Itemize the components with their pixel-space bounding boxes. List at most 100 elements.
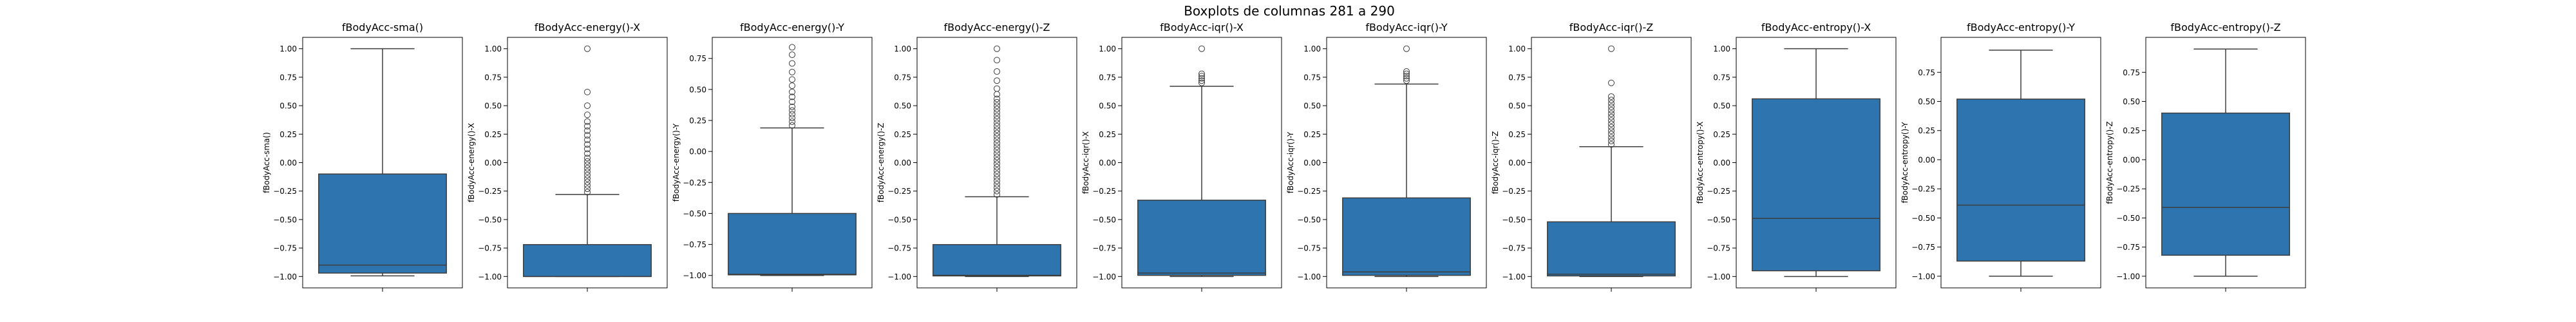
outlier-point [1198, 75, 1205, 82]
y-tick-label: 1.00 [1713, 44, 1730, 53]
outlier-point [584, 178, 591, 185]
subplot-title: fBodyAcc-iqr()-Z [1569, 21, 1653, 33]
subplot-2: −1.00 −0.75 −0.50 −0.25 0.00 0.25 0.50 0.75 1.00… [467, 21, 668, 292]
y-tick-label: 1.00 [1508, 44, 1526, 53]
y-tick-label: −1.00 [1297, 272, 1321, 281]
outlier-point [789, 76, 795, 83]
y-tick-label: 0.25 [1508, 130, 1526, 139]
outlier-point [994, 116, 1000, 123]
subplot-7: −1.00 −0.75 −0.50 −0.25 0.00 0.25 0.50 0.75 1.00… [1491, 21, 1692, 292]
y-tick-label: −1.00 [683, 271, 706, 280]
y-tick-label: −0.75 [683, 240, 706, 249]
y-tick-label: −0.75 [1707, 244, 1730, 253]
axes-frame [712, 37, 873, 289]
y-tick-label: −0.75 [1911, 243, 1935, 252]
y-tick-label: −0.25 [683, 178, 706, 187]
outlier-point [1608, 107, 1615, 114]
subplot-title: fBodyAcc-entropy()-Z [2170, 21, 2280, 33]
y-tick-label: −0.50 [887, 215, 911, 224]
y-tick-label: 0.25 [1918, 126, 1935, 135]
y-tick-label: 0.50 [1918, 97, 1935, 106]
y-tick-label: −0.25 [1092, 187, 1116, 196]
y-tick-label: −1.00 [273, 272, 297, 281]
outlier-point [789, 93, 795, 100]
y-tick-label: 0.50 [1713, 102, 1730, 111]
axes-frame [302, 37, 463, 289]
outlier-point [994, 85, 1000, 92]
y-tick-label: 0.50 [1508, 102, 1526, 111]
outlier-point [994, 95, 1000, 102]
y-axis-label: fBodyAcc-entropy()-Z [2105, 121, 2114, 204]
outlier-point [994, 147, 1000, 154]
outlier-point [1403, 73, 1410, 80]
y-tick-label: −0.75 [1297, 244, 1321, 253]
outlier-point [584, 168, 591, 175]
outlier-point [789, 51, 795, 58]
outlier-point [789, 115, 795, 122]
y-tick-label: −0.50 [1911, 214, 1935, 223]
subplot-title: fBodyAcc-iqr()-Y [1365, 21, 1448, 33]
y-tick-label: −0.50 [273, 215, 297, 224]
subplot-4: −1.00 −0.75 −0.50 −0.25 0.00 0.25 0.50 0.75 1.00… [876, 21, 1077, 292]
y-tick-label: 0.25 [1303, 130, 1321, 139]
y-axis-label: fBodyAcc-entropy()-Y [1900, 122, 1909, 204]
outlier-point [1608, 131, 1615, 138]
y-tick-label: −0.75 [2116, 243, 2140, 252]
outlier-point [994, 68, 1000, 75]
outlier-point [1608, 79, 1615, 86]
outlier-point [584, 150, 591, 157]
axes-frame [1531, 37, 1692, 289]
y-tick-label: 0.00 [1508, 158, 1526, 167]
y-tick-label: 1.00 [1099, 44, 1116, 53]
y-tick-label: 0.75 [689, 54, 706, 63]
y-tick-label: 0.25 [689, 117, 706, 126]
outlier-point [584, 185, 591, 193]
y-tick-label: 0.75 [1303, 73, 1321, 82]
outlier-point [789, 44, 795, 51]
y-tick-label: 1.00 [1303, 44, 1321, 53]
outlier-point [1198, 79, 1205, 86]
outlier-point [1403, 68, 1410, 75]
subplot-title: fBodyAcc-entropy()-X [1761, 21, 1871, 33]
iqr-box [318, 173, 447, 274]
y-tick-label: 0.00 [1918, 155, 1935, 164]
y-tick-label: 1.00 [894, 44, 911, 53]
outlier-point [994, 113, 1000, 120]
iqr-box [2161, 112, 2290, 256]
y-tick-label: 0.25 [2123, 126, 2140, 135]
y-tick-label: −0.50 [2116, 214, 2140, 223]
iqr-box [1752, 98, 1880, 272]
outlier-point [994, 187, 1000, 194]
outlier-point [1608, 100, 1615, 107]
outlier-point [584, 171, 591, 178]
y-tick-label: 0.50 [894, 102, 911, 111]
outlier-point [584, 189, 591, 196]
y-tick-label: 0.00 [2123, 155, 2140, 164]
y-tick-label: 0.00 [689, 147, 706, 156]
y-tick-label: 0.50 [279, 102, 297, 111]
y-tick-label: −0.75 [887, 244, 911, 253]
outlier-point [1608, 117, 1615, 124]
outlier-point [994, 191, 1000, 198]
outlier-point [1608, 124, 1615, 131]
y-tick-label: 0.25 [1713, 130, 1730, 139]
outlier-point [1198, 73, 1205, 80]
outlier-point [789, 122, 795, 129]
outlier-point [584, 175, 591, 182]
y-tick-label: 0.75 [1508, 73, 1526, 82]
y-tick-label: −1.00 [887, 272, 911, 281]
outlier-point [994, 122, 1000, 129]
y-tick-label: 0.75 [1099, 73, 1116, 82]
iqr-box [523, 244, 652, 278]
y-tick-label: −0.25 [478, 187, 502, 196]
outlier-point [789, 88, 795, 95]
outlier-point [789, 118, 795, 125]
outlier-point [994, 181, 1000, 188]
iqr-box [933, 244, 1061, 277]
y-axis-label: fBodyAcc-energy()-Z [876, 123, 886, 203]
outlier-point [994, 171, 1000, 178]
outlier-point [994, 119, 1000, 126]
y-tick-label: 0.25 [484, 130, 502, 139]
outlier-point [994, 184, 1000, 191]
y-tick-label: 0.00 [1713, 158, 1730, 167]
